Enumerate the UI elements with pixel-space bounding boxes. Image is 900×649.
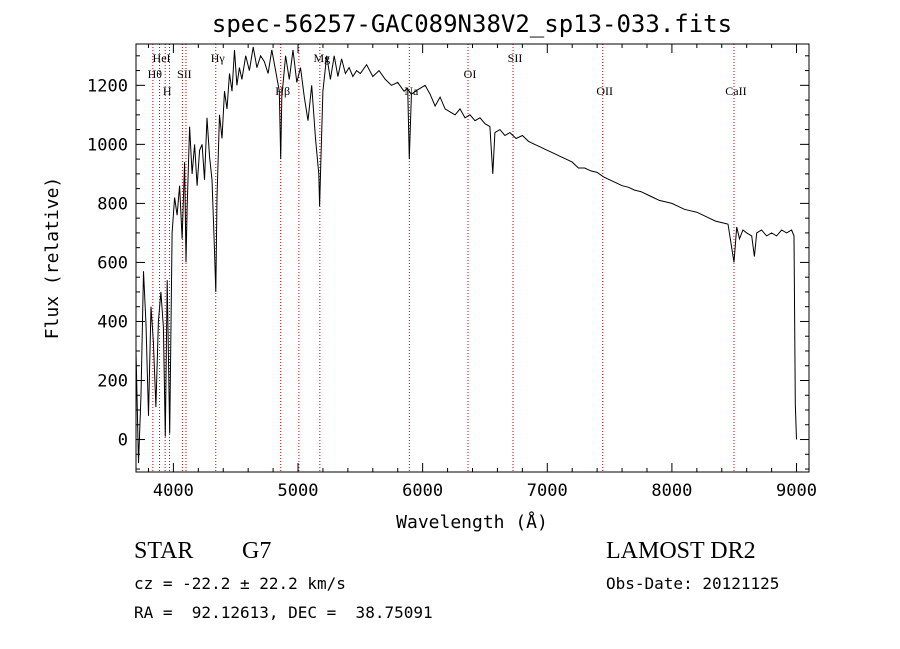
redshift-cz: cz = -22.2 ± 22.2 km/s: [134, 574, 346, 593]
marker-label-11: OI: [464, 67, 477, 81]
x-tick-label-3: 7000: [527, 481, 568, 501]
y-axis: 0 200 400 600 800 1000 1200: [87, 55, 809, 470]
ra-dec: RA = 92.12613, DEC = 38.75091: [134, 603, 433, 622]
y-tick-label-5: 1000: [87, 135, 128, 155]
object-subclass: G7: [242, 538, 272, 564]
x-tick-label-5: 9000: [776, 481, 817, 501]
y-tick-label-4: 800: [97, 194, 128, 214]
plot-frame: [135, 43, 810, 473]
x-tick-label-0: 4000: [153, 481, 194, 501]
x-axis-label: Wavelength (Å): [396, 511, 548, 533]
y-tick-label-6: 1200: [87, 76, 128, 96]
survey-name: LAMOST DR2: [606, 538, 756, 564]
marker-label-6: Hγ: [211, 51, 226, 65]
marker-label-4: SII: [177, 67, 192, 81]
spectrum-series: [135, 46, 797, 464]
marker-label-1: HeI: [153, 51, 171, 65]
object-type: STAR: [134, 538, 194, 564]
marker-label-12: SII: [508, 51, 523, 65]
y-tick-label-1: 200: [97, 371, 128, 391]
x-axis: 4000 5000 6000 7000 8000 9000: [147, 44, 817, 501]
y-tick-label-0: 0: [118, 431, 128, 451]
x-tick-label-1: 5000: [278, 481, 319, 501]
marker-label-0: Hθ: [148, 67, 163, 81]
x-tick-label-2: 6000: [402, 481, 443, 501]
marker-label-2: H: [163, 84, 172, 98]
x-tick-label-4: 8000: [651, 481, 692, 501]
marker-label-13: OII: [596, 84, 613, 98]
y-tick-label-3: 600: [97, 253, 128, 273]
y-tick-label-2: 400: [97, 312, 128, 332]
obs-date: Obs-Date: 20121125: [606, 574, 780, 593]
marker-label-14: CaII: [725, 84, 746, 98]
y-axis-label: Flux (relative): [42, 177, 63, 340]
chart-title: spec-56257-GAC089N38V2_sp13-033.fits: [212, 10, 732, 38]
spectrum-line-0: [135, 46, 797, 464]
